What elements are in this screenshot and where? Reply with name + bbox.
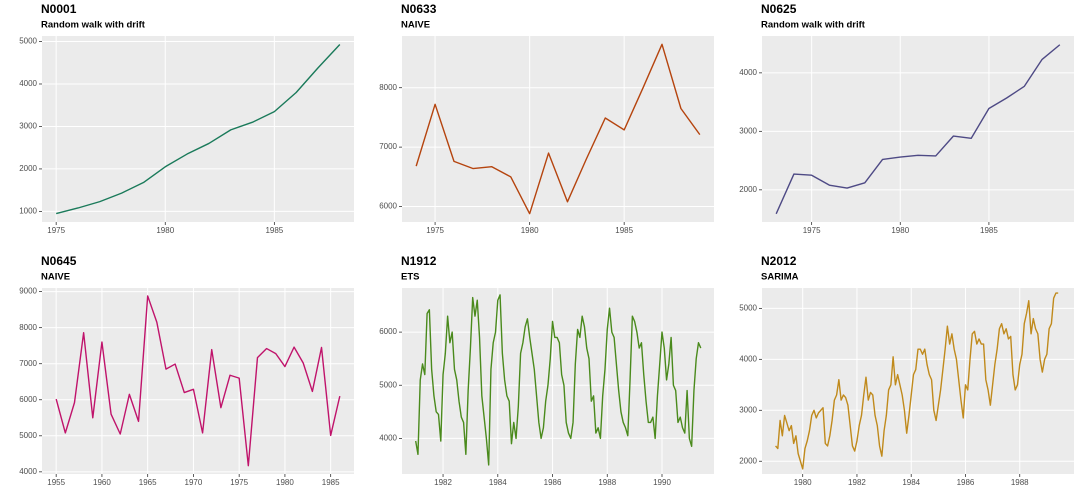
x-tick-label: 1985 — [615, 226, 633, 235]
x-tick-label: 1960 — [93, 478, 111, 487]
y-tick-label: 3000 — [19, 122, 37, 131]
series-line — [414, 294, 702, 466]
y-tick-label: 6000 — [19, 395, 37, 404]
x-tick-label: 1980 — [891, 226, 909, 235]
x-tick-label: 1955 — [47, 478, 65, 487]
y-tick-label: 1000 — [19, 206, 37, 215]
x-tick-label: 1984 — [489, 478, 507, 487]
y-tick-label: 2000 — [739, 456, 757, 465]
x-tick-label: 1980 — [521, 226, 539, 235]
y-tick-label: 4000 — [739, 68, 757, 77]
plot-background — [762, 36, 1074, 222]
x-tick-label: 1980 — [156, 226, 174, 235]
x-tick-label: 1990 — [653, 478, 671, 487]
y-tick-label: 5000 — [19, 431, 37, 440]
panel-subtitle: SARIMA — [761, 272, 799, 283]
x-tick-label: 1988 — [598, 478, 616, 487]
panel-subtitle: NAIVE — [41, 272, 70, 283]
panel-subtitle: Random walk with drift — [41, 20, 146, 31]
x-tick-label: 1984 — [902, 478, 920, 487]
y-tick-label: 3000 — [739, 405, 757, 414]
y-tick-label: 4000 — [739, 354, 757, 363]
x-tick-label: 1986 — [544, 478, 562, 487]
y-tick-label: 7000 — [379, 142, 397, 151]
panel-title: N0645 — [41, 254, 77, 268]
x-tick-label: 1975 — [47, 226, 65, 235]
panel-subtitle: NAIVE — [401, 20, 430, 31]
series-line — [775, 292, 1059, 470]
y-tick-label: 6000 — [379, 202, 397, 211]
panel-title: N0001 — [41, 2, 77, 16]
x-tick-label: 1975 — [230, 478, 248, 487]
plot-background — [42, 288, 354, 474]
y-tick-label: 2000 — [19, 164, 37, 173]
x-tick-label: 1980 — [276, 478, 294, 487]
series-line — [56, 44, 341, 215]
y-tick-label: 5000 — [19, 37, 37, 46]
y-tick-label: 6000 — [379, 327, 397, 336]
plot-background — [762, 288, 1074, 474]
x-tick-label: 1982 — [848, 478, 866, 487]
y-tick-label: 7000 — [19, 359, 37, 368]
y-tick-label: 9000 — [19, 287, 37, 296]
x-tick-label: 1985 — [322, 478, 340, 487]
x-tick-label: 1970 — [185, 478, 203, 487]
panel-subtitle: ETS — [401, 272, 419, 283]
y-tick-label: 3000 — [739, 126, 757, 135]
panel-title: N0633 — [401, 2, 437, 16]
x-tick-label: 1965 — [139, 478, 157, 487]
panel-title: N2012 — [761, 254, 797, 268]
x-tick-label: 1986 — [957, 478, 975, 487]
series-line — [415, 43, 701, 215]
y-tick-label: 4000 — [379, 434, 397, 443]
x-tick-label: 1982 — [434, 478, 452, 487]
y-tick-label: 4000 — [19, 467, 37, 476]
y-tick-label: 8000 — [379, 83, 397, 92]
x-tick-label: 1975 — [426, 226, 444, 235]
series-line — [55, 295, 341, 467]
plot-background — [402, 288, 714, 474]
plot-background — [42, 36, 354, 222]
x-tick-label: 1985 — [980, 226, 998, 235]
panel-subtitle: Random walk with drift — [761, 20, 866, 31]
x-tick-label: 1988 — [1011, 478, 1029, 487]
panel-title: N1912 — [401, 254, 437, 268]
x-tick-label: 1975 — [803, 226, 821, 235]
y-tick-label: 4000 — [19, 79, 37, 88]
panel-title: N0625 — [761, 2, 797, 16]
y-tick-label: 5000 — [739, 303, 757, 312]
series-line — [775, 44, 1061, 215]
y-tick-label: 2000 — [739, 185, 757, 194]
plot-background — [402, 36, 714, 222]
y-tick-label: 8000 — [19, 323, 37, 332]
y-tick-label: 5000 — [379, 380, 397, 389]
x-tick-label: 1980 — [794, 478, 812, 487]
x-tick-label: 1985 — [265, 226, 283, 235]
